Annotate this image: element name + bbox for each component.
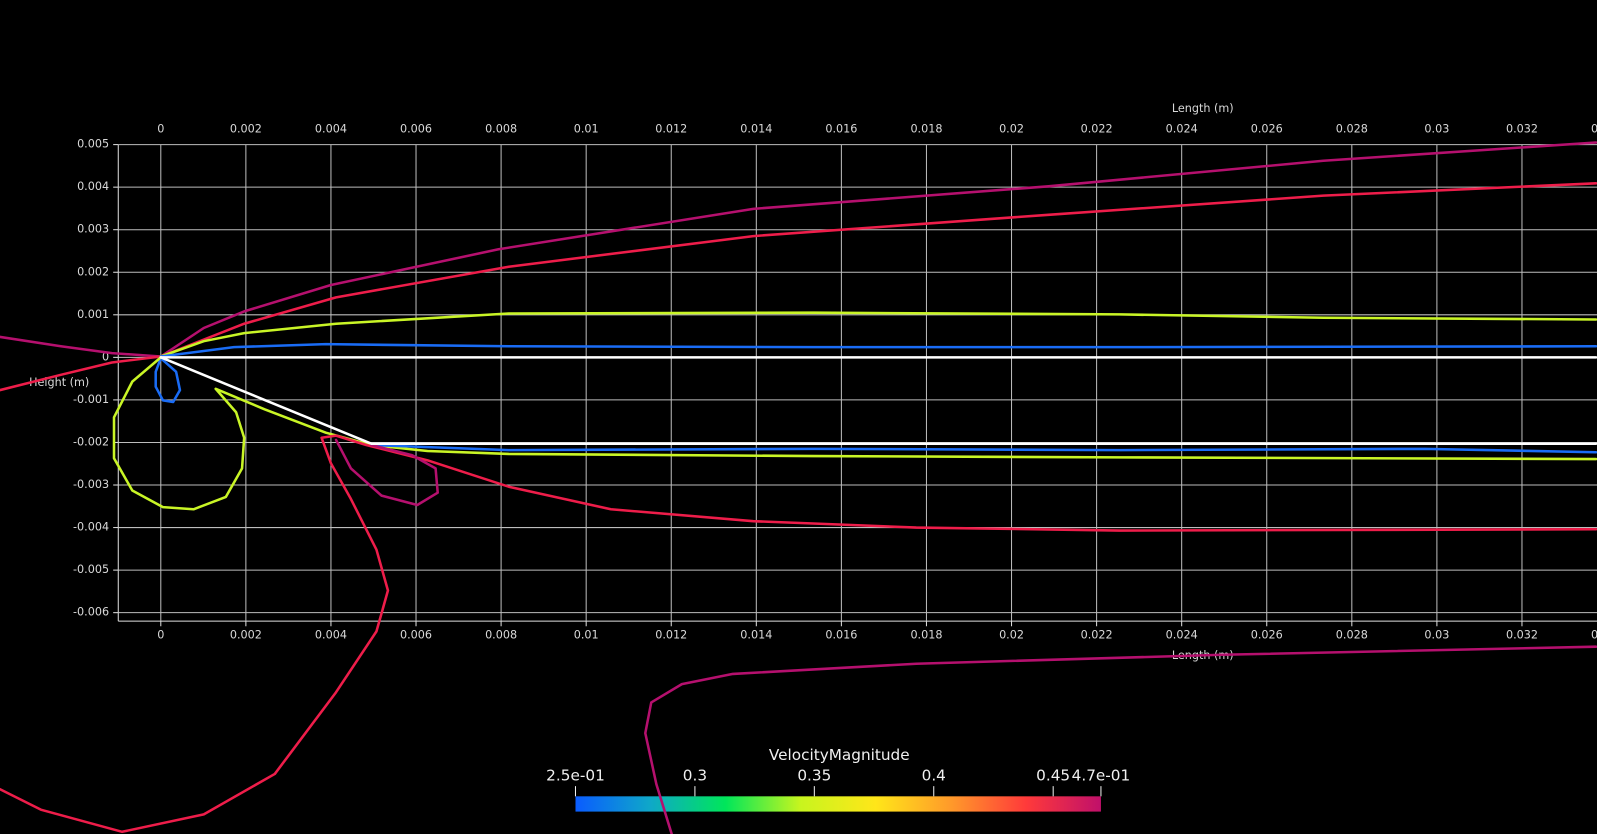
x-tick-label-bottom: 0	[157, 628, 164, 641]
x-tick-label-bottom: 0.006	[400, 628, 432, 641]
streamline	[370, 443, 1597, 454]
x-tick-label-top: 0.032	[1506, 122, 1538, 135]
streamline	[334, 438, 439, 507]
x-tick-label-bottom: 0.032	[1506, 628, 1538, 641]
y-tick-label: -0.001	[73, 393, 109, 406]
x-tick-label-top: 0.012	[655, 122, 687, 135]
y-tick-label: 0.004	[77, 180, 109, 193]
streamline	[644, 645, 1597, 834]
y-tick-label: 0.001	[77, 308, 109, 321]
x-tick-label-top: 0.026	[1251, 122, 1283, 135]
x-tick-label-bottom: 0.01	[574, 628, 599, 641]
x-tick-label-top: 0	[157, 122, 164, 135]
y-tick-label: 0.003	[77, 223, 109, 236]
x-tick-label-top: 0.006	[400, 122, 432, 135]
colorbar-tick-label: 0.4	[922, 766, 946, 784]
streamline	[0, 182, 1597, 392]
colorbar-tick-label: 2.5e-01	[546, 766, 605, 784]
y-tick-label: 0.005	[77, 138, 109, 151]
streamline	[0, 141, 1597, 358]
y-tick-label: -0.006	[73, 606, 109, 619]
streamline	[159, 311, 1597, 358]
x-tick-label-bottom: 0.008	[485, 628, 517, 641]
streamline	[0, 434, 1597, 834]
x-tick-label-top: 0.018	[910, 122, 942, 135]
x-tick-label-bottom: 0.024	[1166, 628, 1198, 641]
streamline	[159, 356, 1597, 446]
y-tick-label: 0	[102, 350, 109, 363]
colorbar-title: VelocityMagnitude	[769, 746, 910, 764]
colorbar	[575, 796, 1101, 812]
x-tick-label-bottom: 0.03	[1424, 628, 1449, 641]
x-tick-label-bottom: 0.016	[825, 628, 857, 641]
colorbar-group: VelocityMagnitude 2.5e-01 0.3 0.35 0.4 0.45 4…	[546, 746, 1130, 812]
y-tick-label: -0.004	[73, 521, 109, 534]
x-tick-label-bottom: 0.014	[740, 628, 772, 641]
x-tick-label-bottom: 0.018	[910, 628, 942, 641]
x-tick-label-top: 0.028	[1336, 122, 1368, 135]
streamline	[159, 342, 1597, 358]
colorbar-tick-label: 0.3	[683, 766, 707, 784]
x-tick-label-bottom: 0.004	[315, 628, 347, 641]
x-tick-label-top: 0.022	[1081, 122, 1113, 135]
colorbar-tick-label: 0.45	[1036, 766, 1070, 784]
x-tick-label-top: 0.03	[1424, 122, 1449, 135]
x-tick-label-top: 0.02	[999, 122, 1024, 135]
x-tick-label-bottom: 0.028	[1336, 628, 1368, 641]
x-tick-label-top: 0.008	[485, 122, 517, 135]
x-tick-label-bottom: 0.012	[655, 628, 687, 641]
x-tick-label-bottom: 0.022	[1081, 628, 1113, 641]
colorbar-tick-label: 4.7e-01	[1072, 766, 1131, 784]
x-tick-label-top: 0.01	[574, 122, 599, 135]
x-tick-label-top: 0.002	[230, 122, 262, 135]
x-tick-label-top: 0.024	[1166, 122, 1198, 135]
x-tick-label-bottom: 0.034	[1591, 628, 1597, 641]
x-axis-title-top: Length (m)	[1172, 102, 1234, 115]
y-tick-label: 0.002	[77, 265, 109, 278]
y-tick-label: -0.002	[73, 435, 109, 448]
x-tick-label-bottom: 0.002	[230, 628, 262, 641]
y-axis-title: Height (m)	[29, 376, 89, 389]
x-tick-label-bottom: 0.02	[999, 628, 1024, 641]
colorbar-tick-label: 0.35	[797, 766, 831, 784]
streamline	[112, 356, 1597, 511]
streamline	[154, 356, 182, 404]
x-tick-label-bottom: 0.026	[1251, 628, 1283, 641]
x-tick-label-top: 0.034	[1591, 122, 1597, 135]
y-tick-label: -0.005	[73, 563, 109, 576]
x-tick-label-top: 0.014	[740, 122, 772, 135]
y-tick-label: -0.003	[73, 478, 109, 491]
x-tick-label-top: 0.016	[825, 122, 857, 135]
x-tick-label-top: 0.004	[315, 122, 347, 135]
